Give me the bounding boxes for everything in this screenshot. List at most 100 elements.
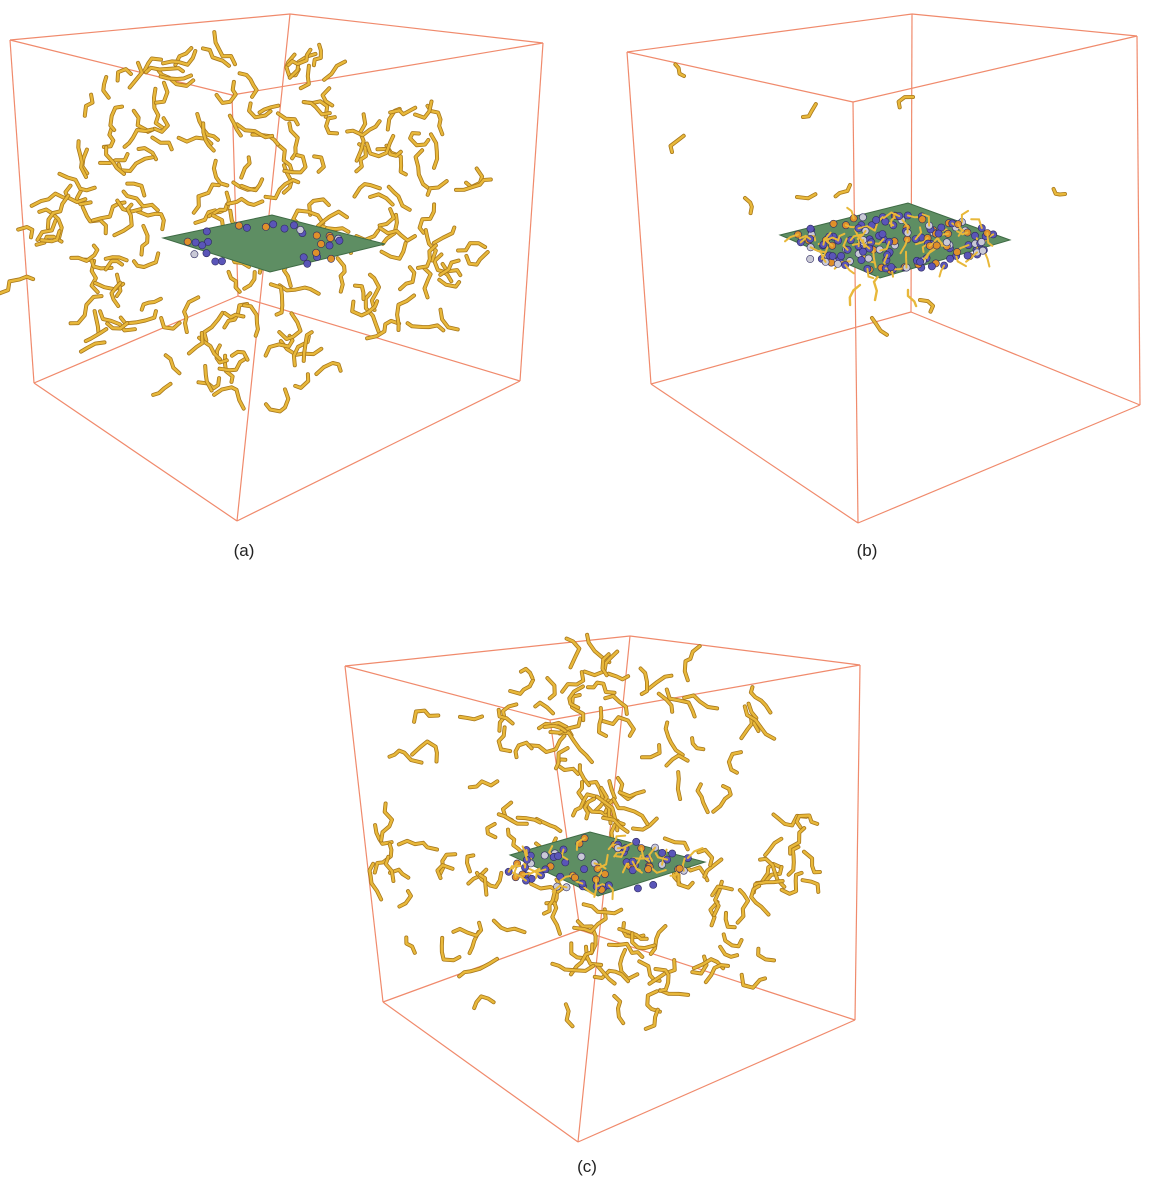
adsorbed-chain [879,240,891,252]
polymer-chain [83,93,94,117]
polymer-chain [519,667,534,680]
adsorbed-chain [965,251,978,263]
polymer-chain [294,373,310,390]
polymer-chain [414,149,430,190]
adsorbed-chain [890,215,897,228]
monomer-bead [916,257,924,266]
adsorbed-chain [596,853,609,870]
box-edge [344,665,551,721]
polymer-chain [676,770,682,801]
polymer-chain [376,147,402,157]
polymer-chain [618,790,645,798]
simulation-box-b [626,13,1141,524]
polymer-chain [514,741,533,759]
polymer-chain [439,259,460,276]
polymer-chain [551,962,595,973]
polymer-chain-shadow [365,318,402,341]
polymer-chain [17,225,34,239]
monomer-bead [202,227,211,236]
box-edge [1136,35,1141,406]
polymer-chain [322,60,347,81]
polymer-chain [109,105,124,132]
polymer-chain [558,731,594,764]
polymer-chain [313,155,325,173]
polymer-chain [353,182,381,198]
polymer-chain [308,198,330,216]
polymer-chain [568,685,585,709]
polymer-chain [104,256,128,262]
adsorbed-chain [593,878,598,898]
polymer-chain [602,816,629,833]
adsorbed-beads-a [183,220,344,268]
monomer-bead [601,870,609,878]
polymer-chain [872,275,879,302]
adsorbed-beads-b [784,206,998,308]
polymer-chain [801,102,817,119]
monomer-bead [806,224,815,233]
adsorbed-chain [798,234,812,240]
adsorbed-chain [559,874,574,882]
adsorbed-chain [526,867,543,877]
polymer-chain [597,706,608,738]
polymer-chain [355,143,368,173]
polymer-chain [596,965,616,985]
polymer-chain [612,798,649,826]
polymer-chain [213,30,237,66]
polymer-chain [740,716,753,740]
monomer-bead [235,221,243,230]
box-edge [237,295,521,382]
adsorbed-chain [938,264,946,278]
monomer-bead [312,231,321,240]
polymer-chain [242,304,260,337]
polymer-chain [834,183,852,198]
polymer-chain [395,294,416,332]
polymer-chain-shadow [439,935,462,963]
polymer-chain [570,693,585,722]
panel-label-b: (b) [857,541,878,560]
polymer-chain [353,284,365,301]
adsorbed-chain [857,225,876,232]
adsorbed-chain [960,209,970,223]
sheet-c [508,831,707,897]
polymer-chain [543,724,567,733]
polymer-chain [644,1008,659,1031]
adsorbed-chain [551,884,568,893]
polymer-chain [582,903,623,915]
box-edge [650,383,859,524]
polymer-chain [69,294,103,325]
polymer-chain [743,705,776,740]
polymer-chain [368,862,383,901]
polymer-chain [516,816,542,824]
polymer-chain [690,737,705,751]
polymer-chain [757,947,776,962]
polymer-chain [202,311,224,342]
adsorbed-chain [914,226,923,241]
adsorbed-chain [822,231,832,246]
adsorbed-chain [837,232,846,242]
box-edge [231,42,544,96]
polymer-chain [426,179,448,196]
monomer-bead [204,237,212,246]
adsorbed-chain [521,867,541,876]
polymer-chain [787,845,800,876]
polymer-chain [465,854,475,873]
monomer-bead [218,257,226,266]
monomer-bead [290,221,298,230]
box-edge [626,51,854,103]
polymer-chain [439,308,459,331]
polymer-chain [424,228,437,262]
polymer-chain [602,716,635,737]
monomer-bead [577,852,586,861]
polymer-chain [0,275,35,295]
polymer-chain [380,802,394,842]
box-edge [626,13,913,53]
polymer-chain-shadow [601,715,636,738]
polymer-chain [119,310,158,325]
polymer-chain [226,197,264,207]
polymer-chain [137,146,158,161]
monomer-bead [675,864,684,873]
polymer-chain [618,927,648,941]
polymer-chain [201,47,231,67]
polymer-chain [240,156,251,179]
polymer-chain [780,871,803,895]
